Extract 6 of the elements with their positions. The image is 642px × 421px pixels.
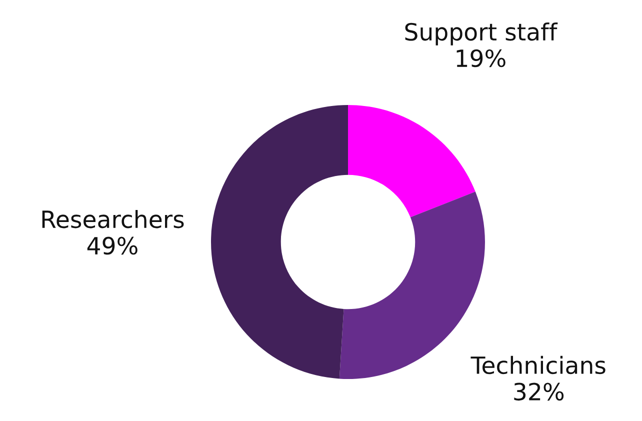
slice-label: Researchers [42, 210, 184, 228]
data-label: 32% [514, 382, 564, 401]
data-label: 49% [87, 236, 138, 255]
slice-label: Technicians [470, 356, 606, 374]
data-label: 19% [456, 49, 506, 68]
slice-label: Support staff [405, 22, 558, 46]
